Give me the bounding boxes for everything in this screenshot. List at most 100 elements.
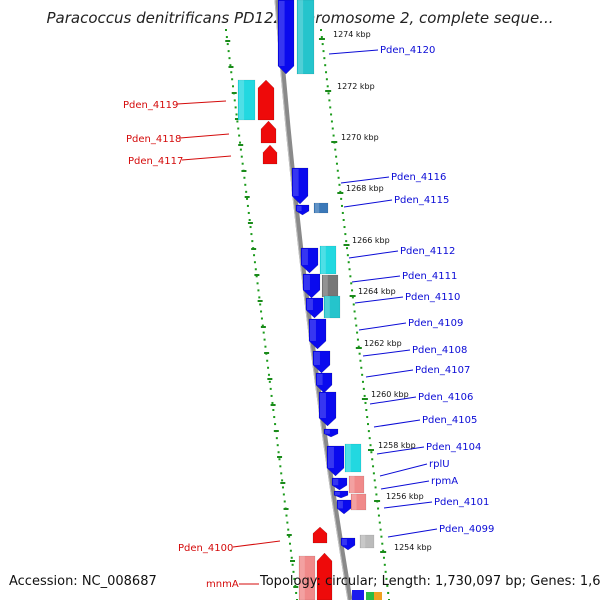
gene-label[interactable]: Pden_4119 bbox=[123, 100, 178, 111]
scale-dot bbox=[286, 521, 289, 524]
scale-dot bbox=[241, 162, 244, 165]
scale-dot bbox=[341, 211, 344, 214]
scale-tick bbox=[241, 170, 247, 172]
scale-dot bbox=[386, 584, 389, 587]
forward-gene-arrow-shade bbox=[297, 206, 302, 211]
scale-label: 1266 kbp bbox=[352, 236, 390, 245]
forward-gene-arrow bbox=[340, 537, 356, 551]
scale-dot bbox=[276, 444, 279, 447]
scale-dot bbox=[257, 289, 260, 292]
scale-dot bbox=[226, 43, 229, 46]
scale-tick bbox=[325, 90, 332, 92]
scale-dot bbox=[320, 29, 322, 31]
scale-dot bbox=[236, 120, 239, 123]
gene-label[interactable]: rplU bbox=[429, 459, 450, 470]
scale-dot bbox=[260, 317, 263, 320]
gene-label[interactable]: Pden_4118 bbox=[126, 134, 181, 145]
gene-label[interactable]: rpmA bbox=[431, 476, 458, 487]
gene-label[interactable]: Pden_4100 bbox=[178, 543, 233, 554]
scale-dot bbox=[247, 211, 250, 214]
gene-label[interactable]: Pden_4107 bbox=[415, 365, 470, 376]
forward-gene-arrow bbox=[352, 590, 364, 600]
scale-dot bbox=[365, 409, 368, 411]
leader-line bbox=[354, 296, 404, 304]
scale-dot bbox=[246, 204, 249, 207]
scale-tick bbox=[247, 222, 253, 224]
gene-label[interactable]: Pden_4101 bbox=[434, 497, 489, 508]
scale-dot bbox=[249, 226, 252, 229]
gene-features bbox=[237, 0, 382, 600]
scale-dot bbox=[335, 162, 338, 165]
gene-label[interactable]: Pden_4117 bbox=[128, 156, 183, 167]
leader-line bbox=[181, 155, 232, 161]
forward-gene-arrow bbox=[331, 477, 348, 491]
forward-gene-arrow bbox=[336, 499, 352, 515]
cds-box bbox=[313, 202, 329, 214]
scale-dot bbox=[327, 92, 330, 95]
cds-box bbox=[323, 295, 341, 319]
scale-dot bbox=[359, 359, 362, 362]
forward-gene-arrow bbox=[305, 297, 324, 319]
gene-label[interactable]: Pden_4115 bbox=[394, 195, 449, 206]
scale-dot bbox=[320, 36, 323, 39]
scale-tick bbox=[270, 404, 276, 406]
gene-label[interactable]: mnmA bbox=[206, 579, 239, 590]
scale-dot bbox=[375, 493, 378, 496]
scale-dot bbox=[356, 338, 359, 341]
gene-label[interactable]: Pden_4120 bbox=[380, 45, 435, 56]
scale-tick bbox=[367, 449, 374, 451]
scale-dot bbox=[377, 514, 380, 517]
scale-dot bbox=[332, 134, 335, 137]
gene-label[interactable]: Pden_4106 bbox=[418, 392, 473, 403]
gene-label[interactable]: Pden_4111 bbox=[402, 271, 457, 282]
forward-gene-arrow bbox=[308, 318, 327, 350]
gene-label[interactable]: Pden_4105 bbox=[422, 415, 477, 426]
scale-tick bbox=[349, 295, 356, 297]
scale-dot bbox=[270, 394, 273, 397]
scale-dot bbox=[283, 500, 286, 503]
gene-label[interactable]: Pden_4116 bbox=[391, 172, 446, 183]
gene-label[interactable]: Pden_4104 bbox=[426, 442, 481, 453]
leader-line bbox=[348, 250, 399, 259]
scale-dot bbox=[267, 373, 270, 376]
cds-box bbox=[319, 245, 337, 275]
rna-box-shade bbox=[350, 476, 355, 493]
gene-label[interactable]: Pden_4109 bbox=[408, 318, 463, 329]
scale-dot bbox=[281, 486, 284, 489]
forward-gene-arrow-shade bbox=[317, 374, 323, 385]
scale-dot bbox=[330, 113, 333, 116]
scale-dot bbox=[266, 359, 269, 362]
scale-tick bbox=[374, 500, 381, 502]
scale-dot bbox=[237, 127, 240, 130]
scale-dot bbox=[293, 577, 296, 580]
gene-label[interactable]: Pden_4108 bbox=[412, 345, 467, 356]
forward-gene-arrow bbox=[318, 391, 337, 427]
forward-gene-arrow-shade bbox=[293, 169, 299, 196]
leader-line bbox=[373, 419, 421, 428]
reverse-gene-arrow bbox=[312, 526, 328, 544]
scale-dot bbox=[268, 380, 271, 383]
scale-dot bbox=[340, 197, 343, 200]
scale-dot bbox=[358, 352, 361, 355]
scale-dot bbox=[263, 338, 266, 341]
scale-dot bbox=[239, 141, 242, 144]
scale-dot bbox=[338, 183, 341, 186]
scale-dot bbox=[354, 317, 357, 320]
leader-line bbox=[343, 199, 393, 208]
leader-line bbox=[362, 349, 411, 357]
scale-dot bbox=[250, 233, 253, 236]
gene-label[interactable]: Pden_4099 bbox=[439, 524, 494, 535]
leader-line bbox=[383, 501, 433, 509]
scale-dot bbox=[345, 240, 348, 243]
scale-dot bbox=[331, 127, 334, 130]
scale-label: 1254 kbp bbox=[394, 543, 432, 552]
scale-dot bbox=[239, 148, 242, 151]
scale-label: 1258 kbp bbox=[378, 441, 416, 450]
scale-dot bbox=[369, 444, 372, 447]
scale-tick bbox=[273, 430, 279, 432]
gene-label[interactable]: Pden_4112 bbox=[400, 246, 455, 257]
scale-tick bbox=[318, 38, 325, 40]
gene-label[interactable]: Pden_4110 bbox=[405, 292, 460, 303]
scale-tick bbox=[244, 196, 250, 198]
scale-dot bbox=[321, 43, 324, 46]
